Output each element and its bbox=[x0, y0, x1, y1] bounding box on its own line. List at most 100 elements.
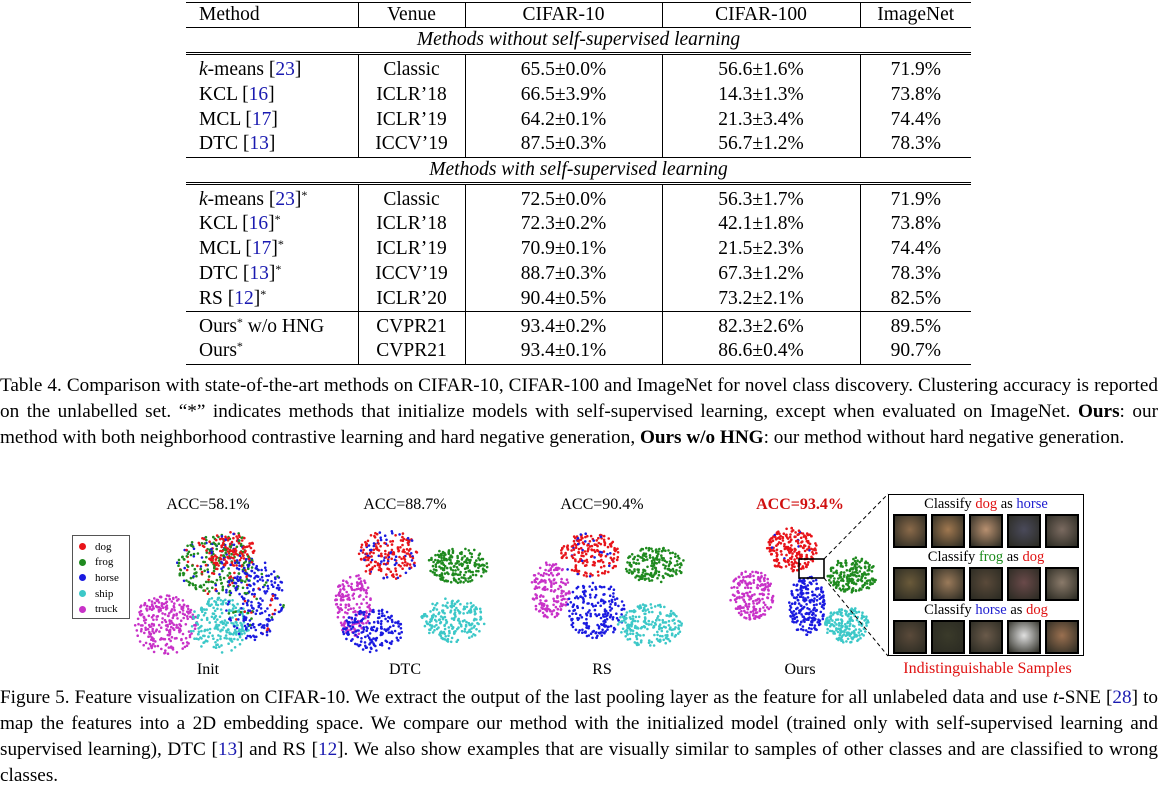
scatter-point-truck bbox=[761, 597, 764, 601]
scatter-point-horse bbox=[360, 637, 363, 640]
scatter-point-truck bbox=[559, 595, 563, 598]
scatter-point-horse bbox=[252, 607, 255, 610]
scatter-point-ship bbox=[437, 618, 441, 622]
scatter-point-horse bbox=[805, 611, 809, 615]
scatter-point-ship bbox=[454, 615, 457, 618]
scatter-point-dog bbox=[812, 548, 815, 551]
scatter-point-truck bbox=[342, 585, 346, 588]
scatter-point-truck bbox=[348, 598, 351, 601]
scatter-point-frog bbox=[655, 569, 658, 573]
scatter-point-horse bbox=[368, 643, 371, 646]
scatter-point-horse bbox=[795, 596, 799, 599]
scatter-point-horse bbox=[362, 617, 365, 620]
scatter-point-dog bbox=[401, 535, 404, 539]
scatter-point-ship bbox=[470, 605, 474, 608]
scatter-point-frog bbox=[662, 576, 665, 580]
citation-link[interactable]: 12 bbox=[234, 287, 254, 309]
scatter-point-horse bbox=[816, 621, 819, 624]
citation-link[interactable]: 13 bbox=[249, 263, 269, 284]
scatter-point-truck bbox=[163, 613, 167, 616]
scatter-point-horse bbox=[594, 587, 598, 591]
sample-title-part: as bbox=[1006, 602, 1027, 618]
scatter-point-dog bbox=[364, 570, 368, 573]
scatter-point-truck bbox=[346, 612, 349, 615]
citation-link[interactable]: 17 bbox=[251, 108, 272, 130]
scatter-point-ship bbox=[473, 624, 476, 628]
citation-link[interactable]: 23 bbox=[275, 188, 295, 210]
scatter-point-ship bbox=[452, 604, 456, 608]
scatter-point-dog bbox=[790, 555, 794, 558]
citation-link[interactable]: 13 bbox=[217, 739, 238, 760]
scatter-point-truck bbox=[535, 594, 538, 597]
scatter-point-horse bbox=[788, 601, 791, 604]
scatter-point-horse bbox=[582, 590, 586, 594]
scatter-point-truck bbox=[140, 613, 144, 616]
scatter-point-horse bbox=[790, 602, 794, 605]
scatter-point-dog bbox=[394, 534, 397, 537]
scatter-point-ship bbox=[450, 600, 454, 603]
scatter-point-frog bbox=[438, 574, 441, 577]
scatter-point-ship bbox=[651, 620, 654, 624]
scatter-point-truck bbox=[760, 571, 763, 575]
scatter-point-horse bbox=[394, 555, 398, 558]
scatter-point-frog bbox=[451, 547, 454, 551]
scatter-point-horse bbox=[576, 618, 580, 621]
venue-cell: Classic bbox=[357, 53, 465, 82]
scatter-point-ship bbox=[655, 637, 659, 641]
scatter-point-horse bbox=[366, 634, 370, 637]
scatter-point-dog bbox=[602, 564, 606, 568]
scatter-point-horse bbox=[266, 607, 269, 610]
scatter-point-frog bbox=[464, 547, 467, 551]
scatter-point-dog bbox=[376, 562, 380, 565]
scatter-point-horse bbox=[362, 626, 365, 629]
scatter-point-truck bbox=[544, 608, 547, 611]
scatter-point-frog bbox=[644, 555, 648, 558]
citation-link[interactable]: 23 bbox=[275, 59, 295, 80]
scatter-point-frog bbox=[215, 578, 219, 582]
scatter-point-horse bbox=[372, 637, 375, 640]
scatter-point-horse bbox=[264, 566, 267, 569]
scatter-point-horse bbox=[274, 596, 277, 600]
scatter-point-ship bbox=[666, 614, 669, 617]
scatter-point-dog bbox=[215, 534, 219, 537]
scatter-point-ship bbox=[212, 637, 215, 640]
scatter-point-frog bbox=[473, 548, 476, 552]
citation-link[interactable]: 16 bbox=[248, 213, 269, 234]
scatter-point-ship bbox=[470, 627, 473, 630]
scatter-point-truck bbox=[552, 603, 555, 607]
scatter-point-horse bbox=[612, 595, 615, 598]
scatter-point-ship bbox=[473, 613, 477, 616]
scatter-point-truck bbox=[362, 587, 365, 591]
scatter-point-truck bbox=[557, 587, 560, 591]
scatter-point-horse bbox=[799, 595, 803, 598]
scatter-point-ship bbox=[200, 610, 204, 613]
scatter-point-dog bbox=[607, 570, 610, 574]
scatter-point-frog bbox=[676, 563, 679, 566]
scatter-point-horse bbox=[612, 588, 616, 591]
scatter-point-horse bbox=[599, 631, 603, 634]
scatter-point-frog bbox=[849, 574, 852, 577]
citation-link[interactable]: 28 bbox=[1112, 687, 1132, 708]
scatter-point-truck bbox=[355, 602, 359, 606]
scatter-point-truck bbox=[358, 606, 361, 609]
citation-link[interactable]: 12 bbox=[317, 739, 338, 760]
scatter-point-truck bbox=[353, 627, 356, 631]
scatter-point-ship bbox=[837, 621, 841, 625]
scatter-point-frog bbox=[637, 554, 640, 558]
citation-link[interactable]: 17 bbox=[251, 238, 272, 259]
scatter-point-ship bbox=[653, 633, 656, 637]
scatter-point-truck bbox=[173, 602, 176, 605]
scatter-point-truck bbox=[767, 589, 770, 592]
scatter-point-dog bbox=[597, 536, 600, 540]
scatter-point-ship bbox=[651, 610, 654, 614]
citation-link[interactable]: 16 bbox=[248, 83, 269, 105]
scatter-point-frog bbox=[466, 564, 469, 568]
scatter-point-horse bbox=[796, 593, 800, 597]
citation-link[interactable]: 13 bbox=[249, 133, 269, 155]
scatter-point-ship bbox=[238, 628, 241, 631]
scatter-point-frog bbox=[674, 552, 677, 556]
scatter-point-horse bbox=[233, 581, 236, 585]
scatter-point-frog bbox=[642, 554, 646, 557]
scatter-point-truck bbox=[755, 611, 759, 614]
scatter-point-dog bbox=[243, 610, 246, 613]
